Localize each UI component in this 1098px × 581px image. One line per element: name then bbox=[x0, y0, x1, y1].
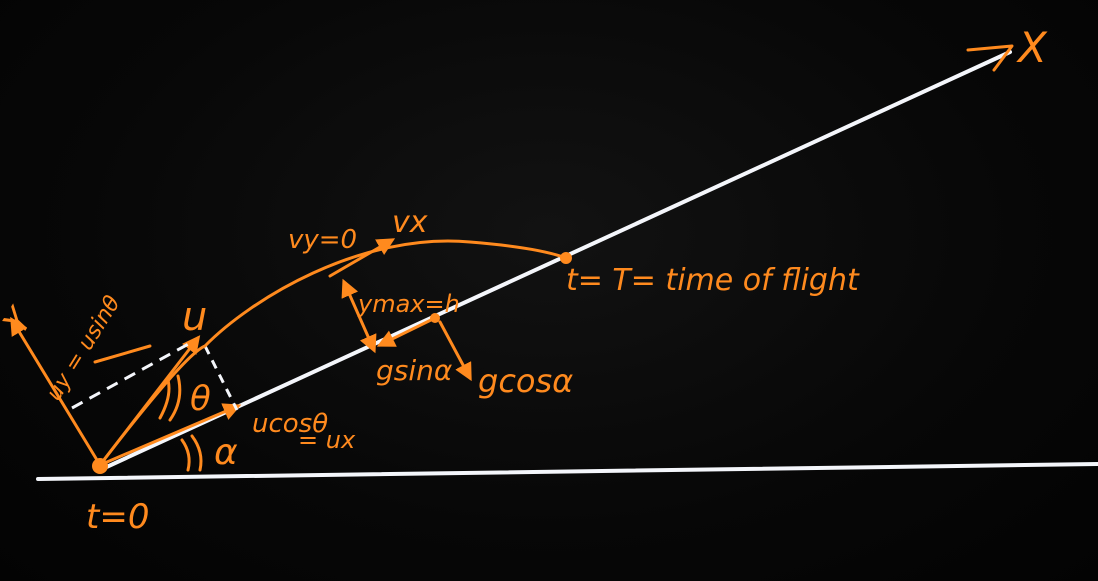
gsin-arrow bbox=[376, 316, 437, 347]
theta-arc bbox=[158, 378, 171, 420]
time-of-flight-label: t= T= time of flight bbox=[566, 263, 860, 298]
trajectory bbox=[98, 239, 568, 467]
gcos-arrow bbox=[438, 320, 472, 382]
ux-label: = ux bbox=[298, 426, 356, 454]
ymax-label: ymax=h bbox=[357, 290, 460, 318]
x-axis-label: X bbox=[1016, 23, 1048, 72]
usin-underline bbox=[93, 344, 152, 364]
alpha-arc bbox=[180, 438, 191, 472]
gcos-label: gcosα bbox=[478, 362, 573, 400]
y-axis-label: Y bbox=[0, 300, 42, 341]
t0-label: t=0 bbox=[86, 497, 149, 537]
landing-point bbox=[560, 252, 572, 264]
incline-x-axis bbox=[98, 50, 1012, 472]
ucos-label: ucosθ bbox=[252, 409, 328, 439]
theta-label: θ bbox=[190, 379, 211, 419]
gsin-label: gsinα bbox=[376, 354, 453, 387]
ymax-line bbox=[341, 278, 377, 354]
vy0-label: vy=0 bbox=[288, 225, 357, 255]
ucos-component-arrow bbox=[98, 403, 242, 467]
x-axis-arrowhead bbox=[966, 44, 1014, 72]
dashed-perp bbox=[203, 345, 239, 411]
alpha-arc-2 bbox=[190, 434, 203, 472]
alpha-label: α bbox=[214, 432, 238, 473]
uy-label: uy = usinθ bbox=[42, 291, 126, 405]
ground-line bbox=[36, 462, 1098, 481]
u-label: u bbox=[182, 294, 207, 340]
vx-label: vx bbox=[392, 205, 428, 240]
dashed-uy bbox=[71, 340, 193, 410]
theta-arc-2 bbox=[168, 374, 182, 422]
y-axis bbox=[10, 316, 102, 467]
vx-arrow bbox=[328, 238, 396, 278]
